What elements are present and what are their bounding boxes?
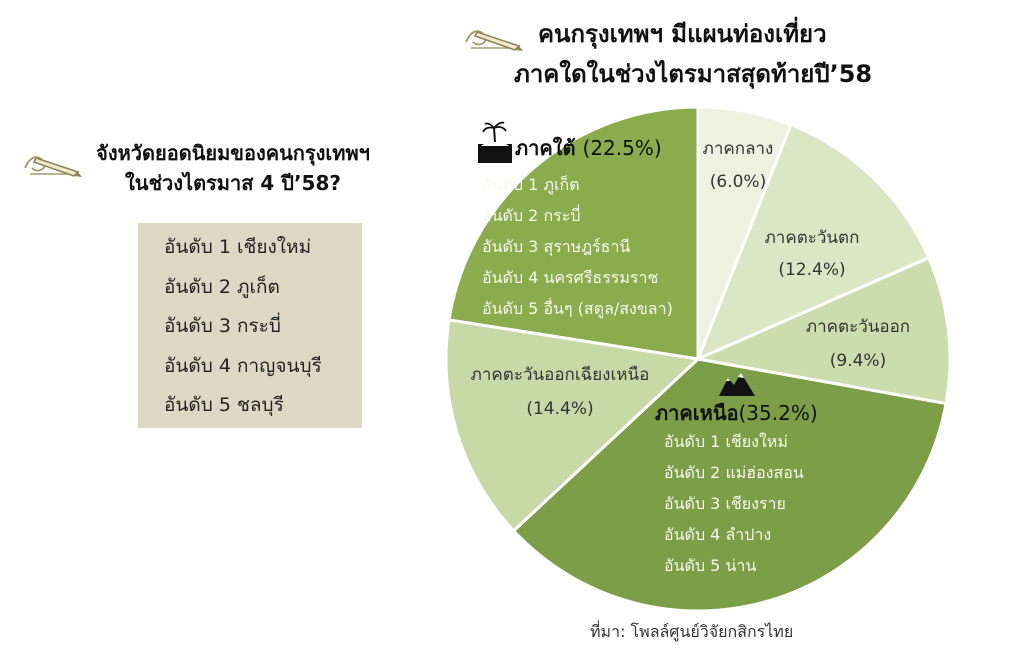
province-rank-box: อันดับ 1 เชียงใหม่ อันดับ 2 ภูเก็ต อันดั… [138, 223, 362, 428]
chart-title-line2: ภาคใดในช่วงไตรมาสสุดท้ายปี’58 [514, 60, 873, 88]
slice-label-northeast: ภาคตะวันออกเฉียงเหนือ [471, 365, 650, 385]
slice-value-west: (12.4%) [778, 260, 845, 280]
north-rank-item: อันดับ 3 เชียงราย [664, 494, 786, 513]
slice-label-north: ภาคเหนือ(35.2%) [655, 401, 818, 425]
province-rank-item: อันดับ 4 กาญจนบุรี [164, 354, 322, 377]
slice-label-east: ภาคตะวันออก [806, 317, 910, 337]
chart-title-line1: คนกรุงเทพฯ มีแผนท่องเที่ยว [538, 20, 827, 48]
pie-slice-north [511, 357, 948, 613]
pie-slice-west [695, 122, 931, 362]
left-title-line2: ในช่วงไตรมาส 4 ปี’58? [125, 171, 341, 195]
pie-labels: ภาคกลาง (6.0%) ภาคตะวันตก (12.4%) ภาคตะวันออ… [471, 136, 910, 575]
north-rank-item: อันดับ 5 น่าน [664, 556, 756, 575]
north-rank-item: อันดับ 1 เชียงใหม่ [664, 432, 788, 451]
province-rank-item: อันดับ 3 กระบี่ [164, 315, 281, 337]
pie-slice-east [692, 255, 952, 406]
slice-value-northeast: (14.4%) [526, 399, 593, 419]
slice-label-central: ภาคกลาง [703, 139, 774, 159]
south-rank-item: อันดับ 2 กระบี่ [482, 204, 580, 225]
south-rank-item: อันดับ 3 สุราษฎร์ธานี [482, 237, 630, 257]
pie-slices [444, 105, 952, 613]
pie-slice-northeast [444, 318, 702, 533]
pie-slice-south [447, 105, 700, 361]
province-rank-item: อันดับ 1 เชียงใหม่ [164, 236, 312, 258]
south-rank-item: อันดับ 4 นครศรีธรรมราช [482, 268, 659, 287]
province-rank-item: อันดับ 2 ภูเก็ต [164, 275, 280, 298]
slice-label-west: ภาคตะวันตก [765, 228, 860, 248]
chart-title: คนกรุงเทพฯ มีแผนท่องเที่ยว ภาคใดในช่วงไต… [500, 14, 900, 94]
pencil-icon [24, 156, 82, 177]
slice-value-central: (6.0%) [710, 172, 766, 192]
left-title-line1: จังหวัดยอดนิยมของคนกรุงเทพฯ [96, 141, 370, 165]
slice-value-east: (9.4%) [830, 351, 886, 371]
pencil-icon [465, 30, 523, 51]
south-rank-item: อันดับ 1 ภูเก็ต [482, 174, 580, 195]
north-rank-item: อันดับ 2 แม่ฮ่องสอน [664, 463, 804, 482]
source-note: ที่มา: โพลล์ศูนย์วิจัยกสิกรไทย [590, 622, 794, 641]
north-rank-item: อันดับ 4 ลำปาง [664, 525, 771, 544]
south-rank-item: อันดับ 5 อื่นๆ (สตูล/สงขลา) [482, 297, 673, 319]
slice-label-south: ภาคใต้ (22.5%) [515, 136, 662, 160]
province-rank-item: อันดับ 5 ชลบุรี [164, 394, 284, 416]
island-icon [478, 121, 512, 163]
mountain-icon [719, 373, 755, 396]
region-icons [478, 121, 755, 396]
left-panel-title: จังหวัดยอดนิยมของคนกรุงเทพฯ ในช่วงไตรมาส… [68, 138, 398, 198]
